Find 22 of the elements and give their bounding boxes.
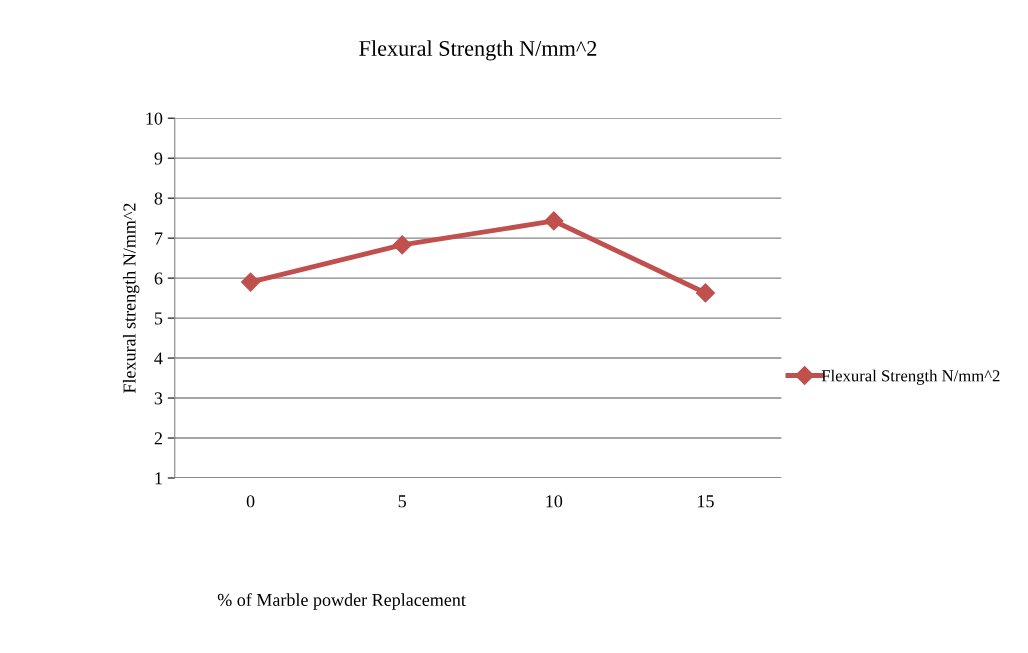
y-tick-label: 1: [155, 472, 162, 485]
y-tick-label: 3: [154, 392, 163, 405]
chart-title: Flexural Strength N/mm^2: [359, 40, 597, 61]
y-tick-label: 10: [146, 112, 163, 125]
point: [392, 235, 412, 255]
x-axis-title: % of Marble powder Replacement: [217, 593, 466, 610]
y-tick-label: 5: [154, 312, 163, 325]
y-tick-label: 6: [154, 272, 163, 285]
y-tick-label: 7: [155, 232, 163, 245]
y-tick-label: 9: [154, 152, 163, 165]
x-tick-label: 10: [546, 495, 563, 508]
y-axis-title: Flexural strength N/mm^2: [122, 203, 140, 394]
y-tick-label: 8: [154, 192, 163, 205]
y-tick-label: 2: [154, 432, 162, 445]
x-tick-label: 5: [398, 495, 407, 508]
x-tick-label: 0: [246, 495, 255, 508]
point: [695, 283, 715, 303]
y-tick-label: 4: [154, 352, 163, 365]
point: [241, 272, 261, 292]
legend-label: Flexural Strength N/mm^2: [821, 369, 1000, 385]
point: [544, 211, 564, 231]
x-tick-label: 15: [698, 495, 714, 508]
